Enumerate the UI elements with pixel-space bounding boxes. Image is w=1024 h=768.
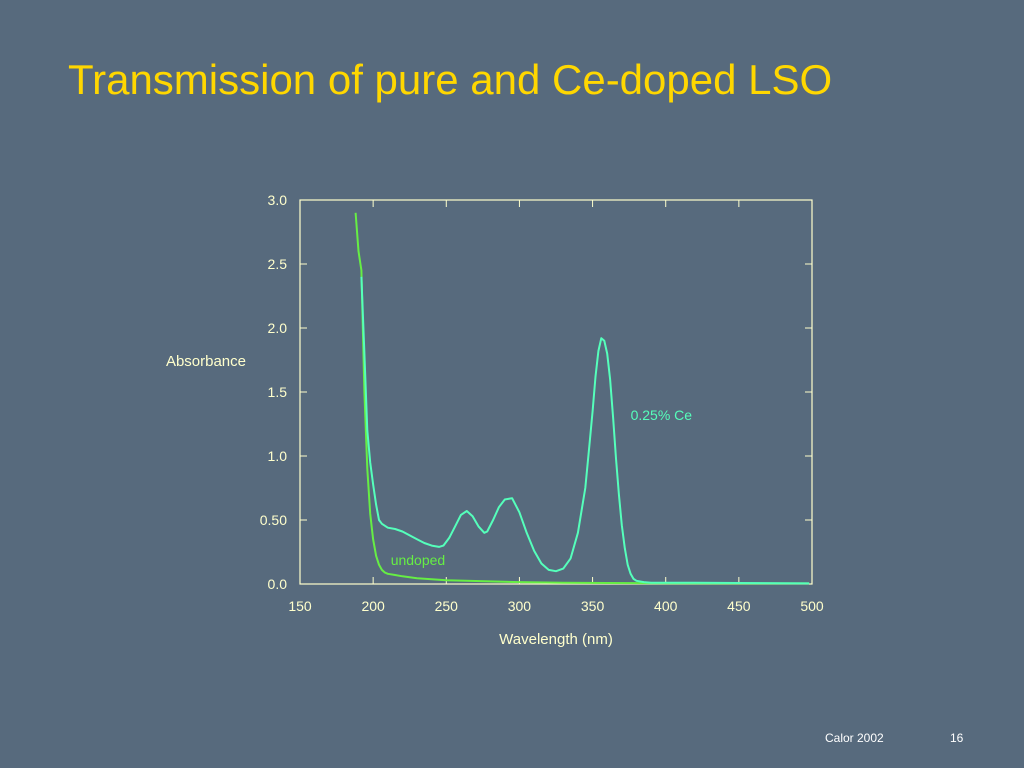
tick-labels: 150 200 250 300 350 400 450 500 0.0 0.50 1.0 1.5 2.0… <box>260 192 824 614</box>
annotation-undoped: undoped <box>391 552 446 568</box>
x-tick-label: 250 <box>435 598 459 614</box>
x-tick-label: 200 <box>361 598 385 614</box>
x-tick-label: 350 <box>581 598 605 614</box>
page-number: 16 <box>950 731 964 745</box>
series-lines <box>354 212 810 585</box>
series-annotations: 0.25% Ce undoped <box>391 407 693 568</box>
series-line-ce-doped <box>360 276 810 585</box>
x-tick-label: 450 <box>727 598 751 614</box>
plot-frame <box>299 199 813 585</box>
series-line-undoped <box>354 212 810 585</box>
y-tick-label: 1.5 <box>268 384 288 400</box>
y-tick-label: 2.5 <box>268 256 288 272</box>
annotation-ce-doped: 0.25% Ce <box>631 407 693 423</box>
footer-source: Calor 2002 <box>825 731 884 745</box>
y-tick-label: 2.0 <box>268 320 288 336</box>
x-tick-label: 500 <box>800 598 824 614</box>
y-tick-label: 0.50 <box>260 512 287 528</box>
y-axis-label: Absorbance <box>166 353 246 370</box>
y-tick-label: 0.0 <box>268 576 288 592</box>
x-tick-label: 300 <box>508 598 532 614</box>
x-axis-label: Wavelength (nm) <box>499 631 613 648</box>
x-tick-label: 400 <box>654 598 678 614</box>
tick-marks <box>299 199 813 585</box>
x-tick-label: 150 <box>288 598 312 614</box>
y-tick-label: 1.0 <box>268 448 288 464</box>
y-tick-label: 3.0 <box>268 192 288 208</box>
slide-title: Transmission of pure and Ce-doped LSO <box>68 56 833 103</box>
